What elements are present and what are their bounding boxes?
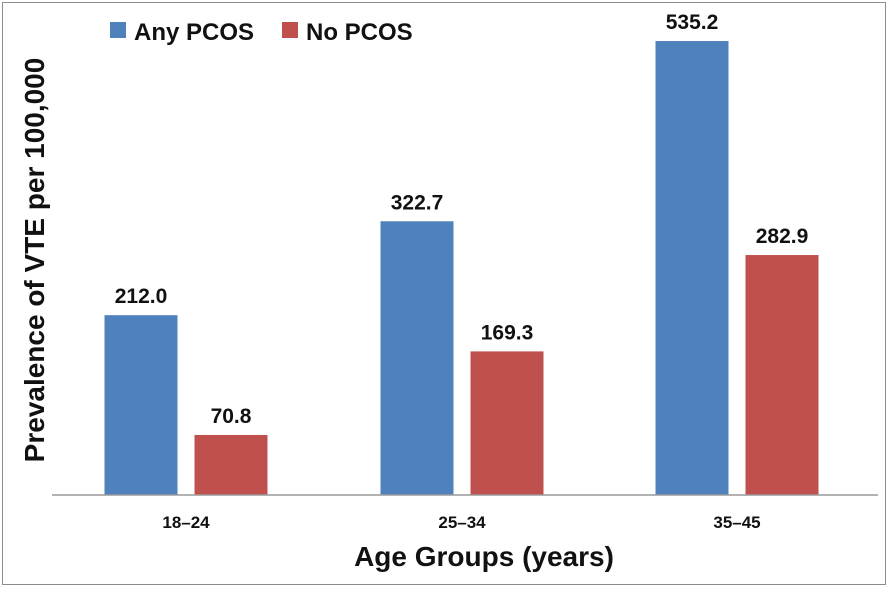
data-label-any-pcos-2: 322.7 (391, 191, 444, 214)
bar-no-pcos-3 (745, 255, 819, 495)
y-axis-title: Prevalence of VTE per 100,000 (19, 58, 50, 463)
legend-label-no-pcos: No PCOS (306, 19, 413, 46)
x-tick-label-1: 18–24 (162, 513, 210, 532)
data-label-no-pcos-2: 169.3 (481, 321, 534, 344)
data-label-no-pcos-1: 70.8 (211, 405, 252, 428)
legend-label-any-pcos: Any PCOS (134, 19, 254, 46)
data-label-no-pcos-3: 282.9 (756, 225, 809, 248)
x-tick-label-3: 35–45 (713, 513, 760, 532)
bar-any-pcos-2 (380, 221, 454, 495)
data-label-any-pcos-1: 212.0 (115, 285, 168, 308)
bars-layer (104, 41, 819, 496)
x-tick-labels: 18–24 25–34 35–45 (162, 513, 760, 532)
bar-any-pcos-1 (104, 315, 178, 495)
legend: Any PCOS No PCOS (110, 19, 413, 46)
data-labels-layer: 212.0 70.8 322.7 169.3 535.2 282.9 (115, 11, 809, 428)
legend-swatch-any-pcos (110, 22, 126, 38)
legend-swatch-no-pcos (282, 22, 298, 38)
bar-no-pcos-2 (470, 351, 544, 495)
x-tick-label-2: 25–34 (438, 513, 486, 532)
bar-any-pcos-3 (655, 41, 729, 496)
x-axis-title: Age Groups (years) (354, 541, 614, 572)
bar-no-pcos-1 (194, 434, 268, 495)
data-label-any-pcos-3: 535.2 (666, 11, 719, 34)
